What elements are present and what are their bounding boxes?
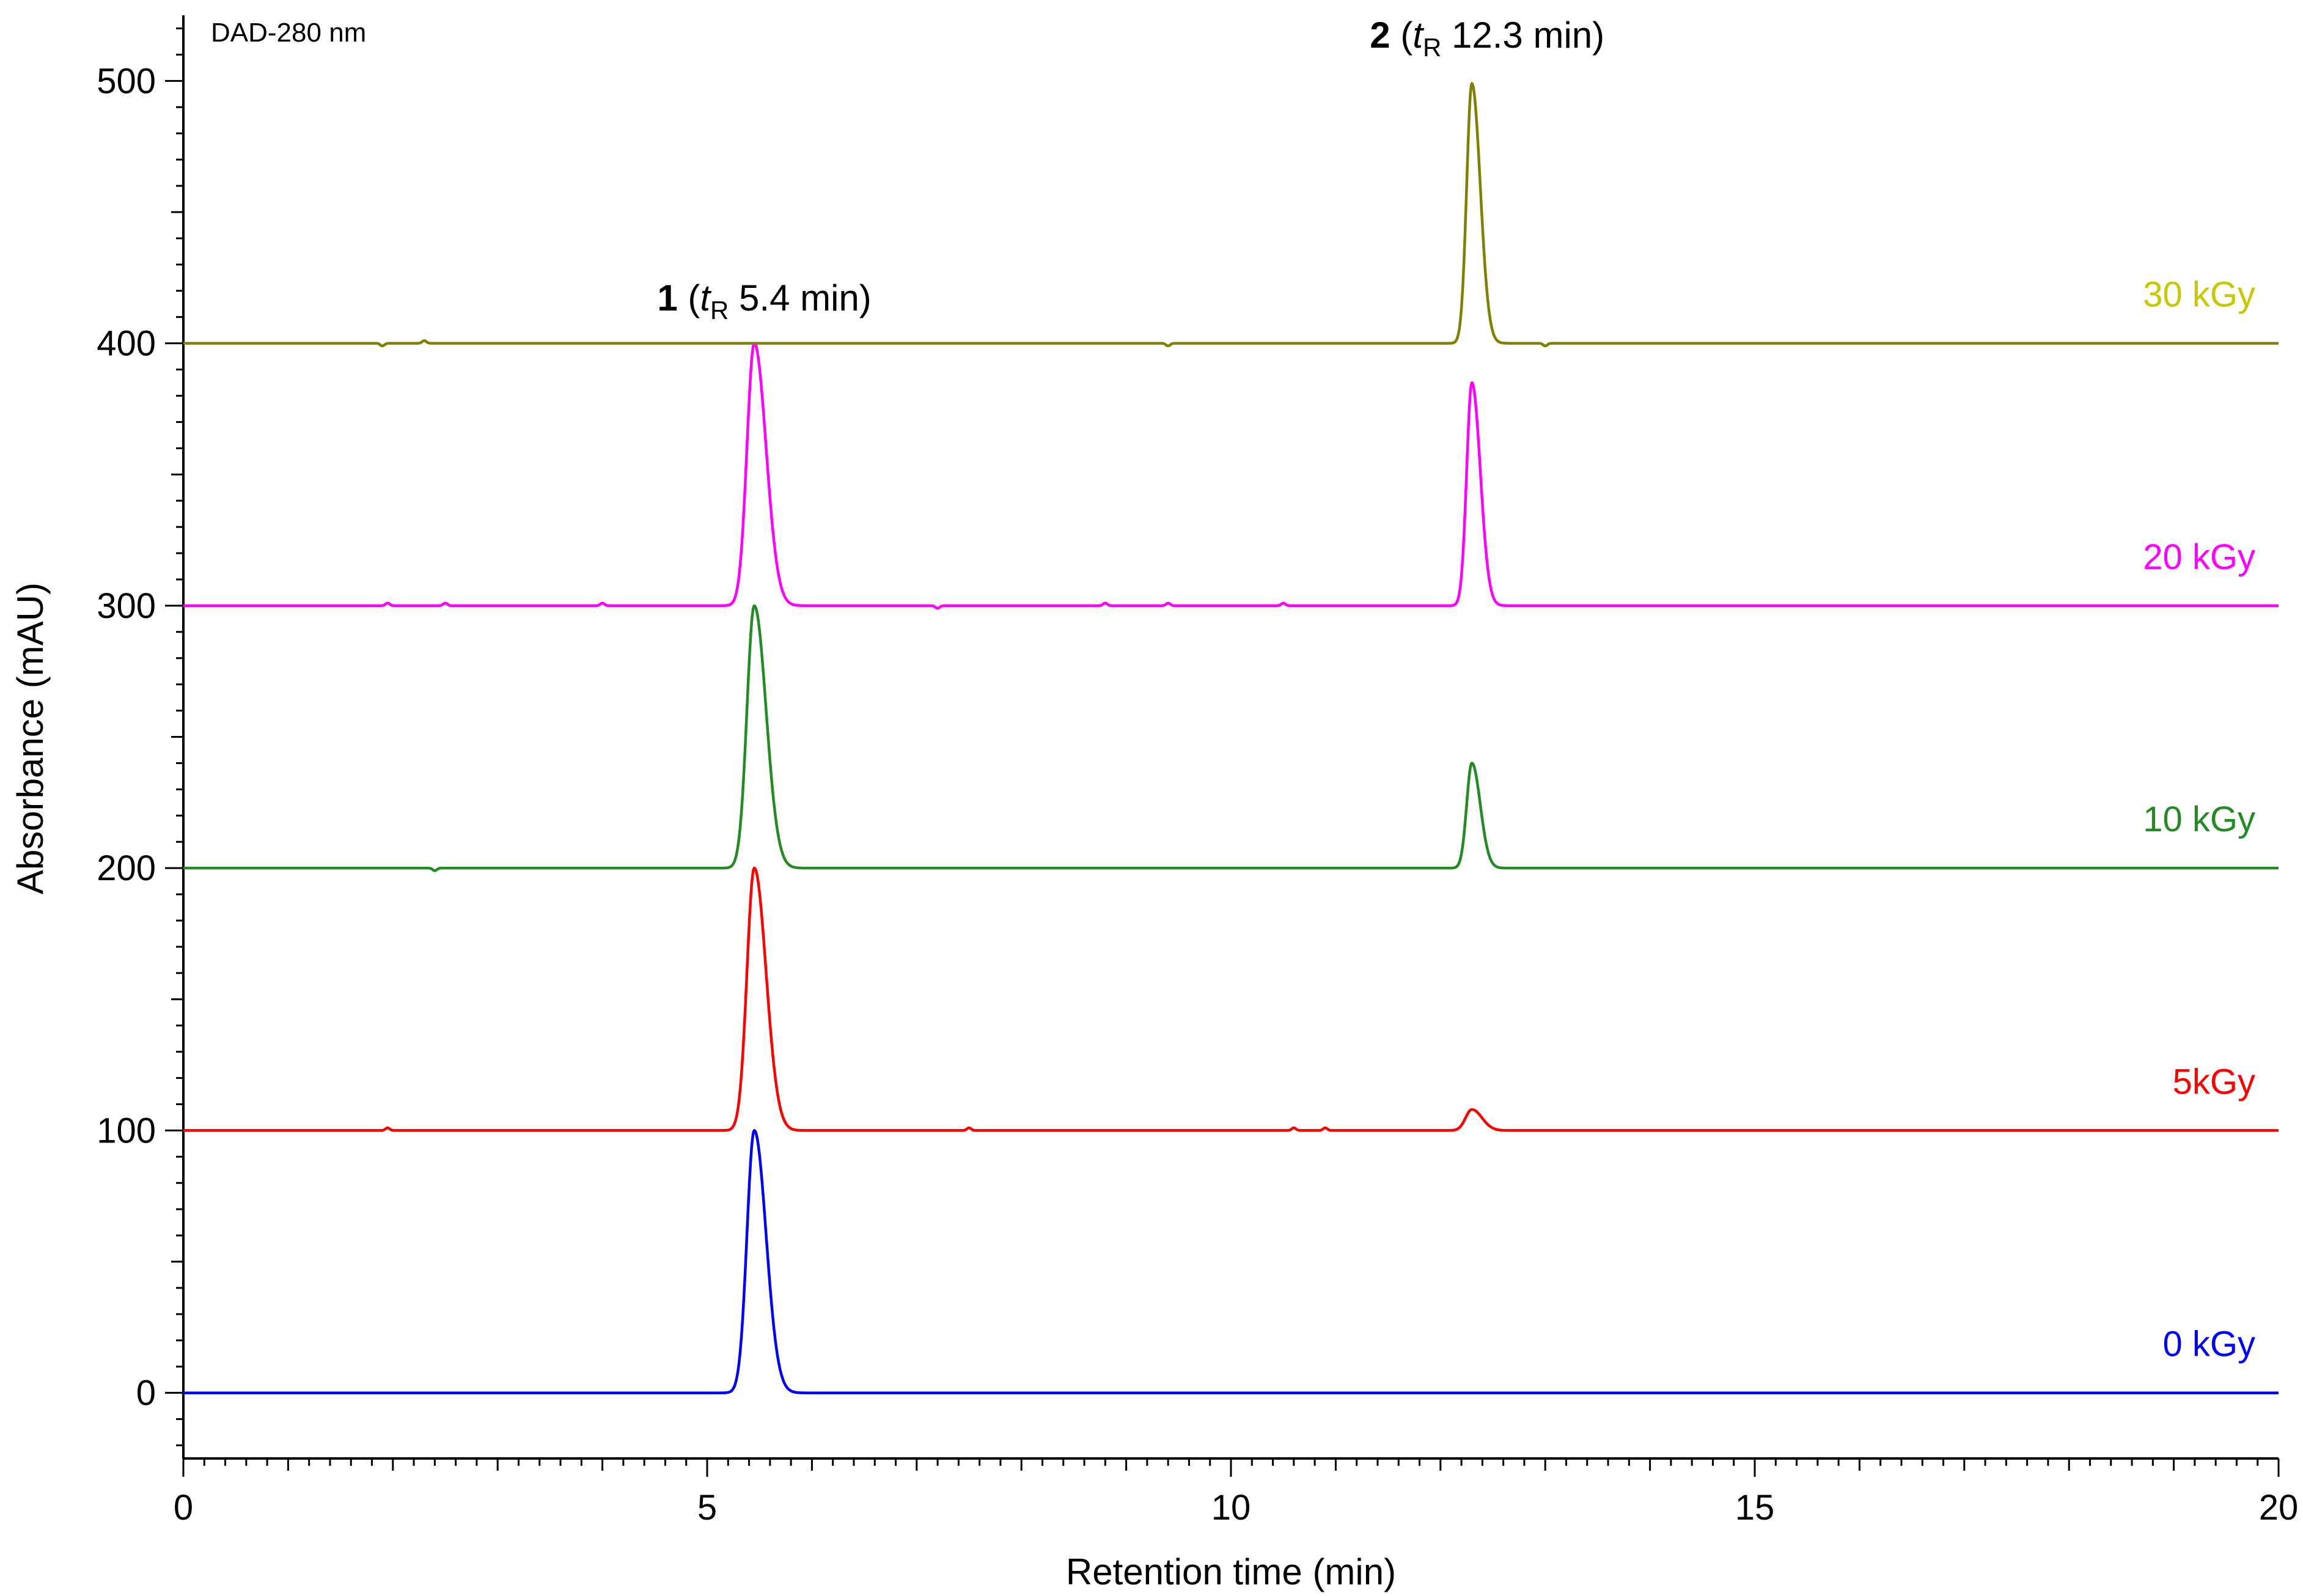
trace-line	[182, 1129, 2280, 1394]
detector-label: DAD-280 nm	[211, 18, 366, 48]
peak-1-label: 1 (tR 5.4 min)	[657, 278, 871, 325]
x-tick-label: 5	[697, 1488, 717, 1528]
series-label: 0 kGy	[2163, 1325, 2256, 1364]
peak-2-label: 2 (tR 12.3 min)	[1370, 15, 1604, 62]
y-tick-label: 200	[97, 848, 156, 888]
y-tick-label: 0	[136, 1374, 156, 1413]
x-axis-title: Retention time (min)	[1066, 1551, 1396, 1592]
x-tick-label: 10	[1211, 1488, 1251, 1528]
trace-line	[182, 342, 2280, 610]
trace-line	[182, 82, 2280, 348]
traces: 0 kGy 5kGy 10 kGy 20 kGy 30 kGy	[182, 82, 2280, 1394]
x-tick-label: 0	[174, 1488, 193, 1528]
y-tick-label: 100	[97, 1111, 156, 1150]
series-label: 20 kGy	[2143, 537, 2255, 577]
y-axis-title: Absorbance (mAU)	[10, 583, 51, 894]
series-label: 30 kGy	[2143, 275, 2255, 315]
y-tick-label: 400	[97, 324, 156, 364]
series-label: 10 kGy	[2143, 800, 2255, 839]
y-tick-label: 500	[97, 61, 156, 101]
x-tick-label: 20	[2259, 1488, 2299, 1528]
series-label: 5kGy	[2173, 1062, 2255, 1101]
x-tick-label: 15	[1735, 1488, 1775, 1528]
y-tick-label: 300	[97, 586, 156, 626]
labels: DAD-280 nm Retention time (min) Absorban…	[10, 18, 1396, 1592]
peak-annotations: 1 (tR 5.4 min) 2 (tR 12.3 min)	[657, 15, 1604, 325]
trace-line	[182, 866, 2280, 1132]
trace-line	[182, 604, 2280, 872]
axes	[182, 15, 2279, 1460]
